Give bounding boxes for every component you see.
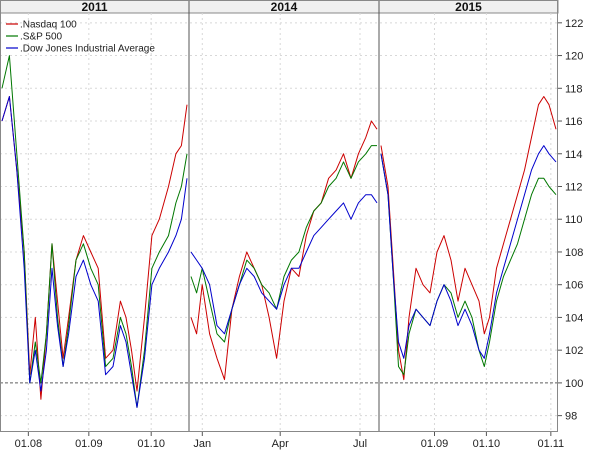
y-tick-label: 122: [565, 18, 583, 30]
y-tick-label: 116: [565, 116, 583, 128]
series-line-dow-jones-industrial-average-panel-2: [190, 194, 378, 335]
x-tick-label: 01.08: [15, 438, 43, 450]
series-line-s-p-500-panel-1: [1, 55, 188, 408]
series-line-nasdaq-100-panel-3: [380, 96, 557, 381]
series-line-nasdaq-100-panel-2: [190, 120, 378, 381]
legend-label: .Nasdaq 100: [20, 20, 77, 31]
y-tick-label: 118: [565, 83, 583, 95]
panel-title: 2014: [271, 0, 298, 14]
series-line-nasdaq-100-panel-1: [1, 96, 188, 400]
x-tick-label: 01.09: [75, 438, 103, 450]
x-tick-label: 01.09: [421, 438, 449, 450]
legend-label: .Dow Jones Industrial Average: [20, 44, 155, 55]
series-line-dow-jones-industrial-average-panel-3: [380, 145, 557, 359]
x-tick-label: 01.11: [537, 438, 564, 450]
y-tick-label: 108: [565, 247, 583, 259]
x-tick-label: 01.10: [473, 438, 501, 450]
legend-label: .S&P 500: [20, 32, 63, 43]
x-tick-label: Apr: [272, 438, 289, 450]
series-line-dow-jones-industrial-average-panel-1: [1, 96, 188, 408]
series-line-s-p-500-panel-3: [380, 153, 557, 376]
x-tick-label: 01.10: [137, 438, 165, 450]
y-tick-label: 114: [565, 149, 583, 161]
y-tick-label: 100: [565, 378, 583, 390]
y-tick-label: 110: [565, 214, 583, 226]
y-tick-label: 98: [565, 411, 577, 423]
y-tick-label: 102: [565, 345, 583, 357]
y-tick-label: 120: [565, 51, 583, 63]
y-tick-label: 104: [565, 312, 583, 324]
y-tick-label: 112: [565, 181, 583, 193]
x-tick-label: Jul: [353, 438, 367, 450]
panel-title: 2015: [455, 0, 482, 14]
y-tick-label: 106: [565, 280, 583, 292]
series-line-s-p-500-panel-2: [190, 145, 377, 343]
x-tick-label: Jan: [193, 438, 211, 450]
panel-title: 2011: [81, 0, 107, 14]
plot-frame: [0, 0, 558, 432]
